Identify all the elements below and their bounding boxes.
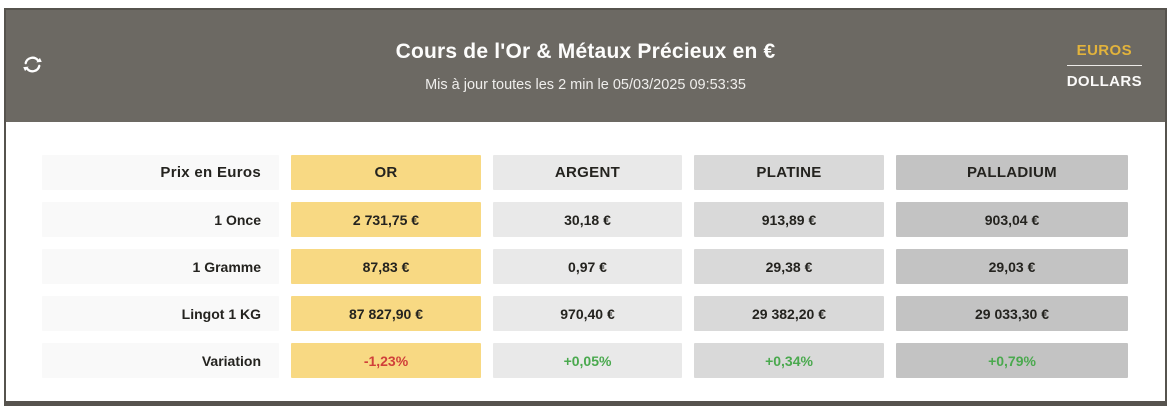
column-header-palladium: PALLADIUM bbox=[896, 155, 1128, 190]
currency-toggle: EUROS DOLLARS bbox=[1066, 42, 1142, 90]
variation-cell: +0,79% bbox=[896, 343, 1128, 378]
column-header-platine: PLATINE bbox=[694, 155, 884, 190]
widget-header: Cours de l'Or & Métaux Précieux en € Mis… bbox=[6, 10, 1165, 122]
price-cell: 29 382,20 € bbox=[694, 296, 884, 331]
price-grid: Prix en Euros OR ARGENT PLATINE PALLADIUM 1 O… bbox=[42, 155, 1165, 378]
price-cell: 970,40 € bbox=[493, 296, 682, 331]
row-label: 1 Gramme bbox=[42, 249, 279, 284]
variation-cell: +0,05% bbox=[493, 343, 682, 378]
refresh-button[interactable] bbox=[19, 53, 45, 79]
price-cell: 913,89 € bbox=[694, 202, 884, 237]
column-header-or: OR bbox=[291, 155, 481, 190]
price-cell: 2 731,75 € bbox=[291, 202, 481, 237]
row-label: Variation bbox=[42, 343, 279, 378]
last-update-text: Mis à jour toutes les 2 min le 05/03/202… bbox=[425, 76, 746, 93]
corner-label: Prix en Euros bbox=[42, 155, 279, 190]
currency-option-dollars[interactable]: DOLLARS bbox=[1066, 73, 1142, 90]
widget-body: Prix en Euros OR ARGENT PLATINE PALLADIUM 1 O… bbox=[6, 122, 1165, 378]
page-title: Cours de l'Or & Métaux Précieux en € bbox=[395, 39, 776, 63]
price-cell: 87 827,90 € bbox=[291, 296, 481, 331]
column-header-argent: ARGENT bbox=[493, 155, 682, 190]
metal-prices-widget: Cours de l'Or & Métaux Précieux en € Mis… bbox=[4, 8, 1167, 406]
price-cell: 29 033,30 € bbox=[896, 296, 1128, 331]
header-titles: Cours de l'Or & Métaux Précieux en € Mis… bbox=[6, 10, 1165, 122]
price-cell: 29,03 € bbox=[896, 249, 1128, 284]
variation-cell: -1,23% bbox=[291, 343, 481, 378]
row-label: Lingot 1 KG bbox=[42, 296, 279, 331]
refresh-icon bbox=[22, 54, 43, 78]
price-cell: 0,97 € bbox=[493, 249, 682, 284]
currency-option-euros[interactable]: EUROS bbox=[1066, 42, 1142, 66]
row-label: 1 Once bbox=[42, 202, 279, 237]
price-cell: 903,04 € bbox=[896, 202, 1128, 237]
variation-cell: +0,34% bbox=[694, 343, 884, 378]
price-cell: 29,38 € bbox=[694, 249, 884, 284]
price-cell: 87,83 € bbox=[291, 249, 481, 284]
price-cell: 30,18 € bbox=[493, 202, 682, 237]
